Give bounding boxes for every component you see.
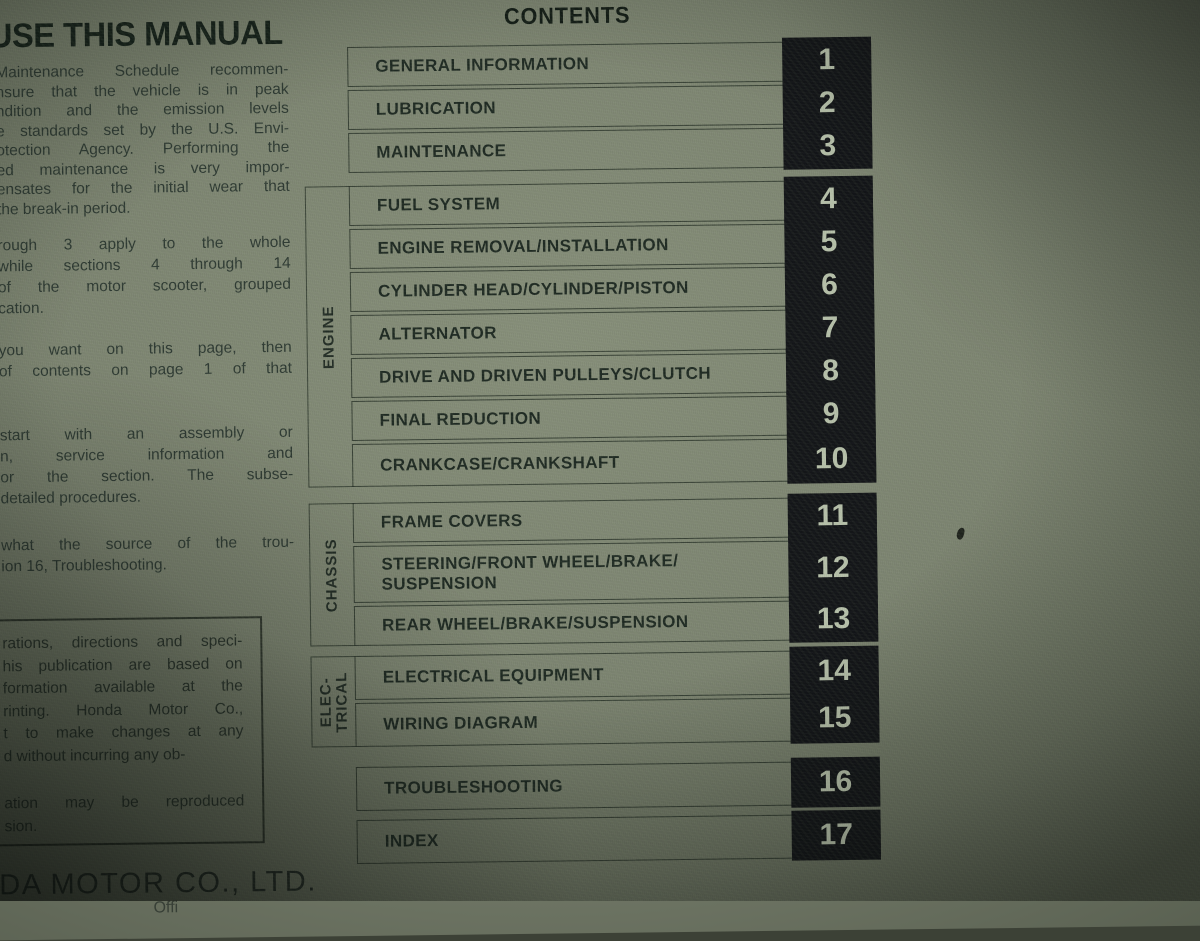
chassis-group-label: CHASSIS [324,538,341,612]
toc-row-label: GENERAL INFORMATION [348,53,685,77]
text-line: formation available at the [3,675,243,700]
section-number-tab: 5 [784,219,874,266]
section-heading: USE THIS MANUAL [0,14,306,57]
toc-row-label: FINAL REDUCTION [352,408,637,431]
section-number-tab: 2 [782,80,872,127]
section-number-tab: 1 [782,37,872,84]
contents-list: GENERAL INFORMATION 1 LUBRICATION 2 MAIN… [347,41,881,867]
paragraph-4: start with an assembly or n, service inf… [0,422,294,510]
toc-row-label-line2: SUSPENSION [381,571,678,595]
toc-row-label: FRAME COVERS [354,510,619,533]
toc-row-label: CRANKCASE/CRANKSHAFT [353,451,716,475]
page-speck [956,527,966,540]
toc-row-maintenance: MAINTENANCE 3 [348,127,872,173]
paragraph-1: Maintenance Schedule recommen- nsure tha… [0,60,290,220]
legal-note-text-2: ation may be reproduced sion. [4,790,245,838]
text-line: t to make changes at any [3,720,243,745]
toc-row-label: TROUBLESHOOTING [357,775,659,799]
text-line: d without incurring any ob- [4,743,244,768]
left-column: USE THIS MANUAL Maintenance Schedule rec… [0,14,295,18]
toc-row-crankcase: CRANKCASE/CRANKSHAFT 10 [352,438,876,487]
toc-row-steering-front-wheel: STEERING/FRONT WHEEL/BRAKE/ SUSPENSION 1… [353,540,878,603]
legal-note-text: rations, directions and speci- his publi… [2,630,244,768]
text-line: ation may be reproduced [4,790,244,815]
toc-row-label: MAINTENANCE [349,140,602,163]
contents-title: CONTENTS [457,1,678,31]
toc-row-label: REAR WHEEL/BRAKE/SUSPENSION [355,611,785,636]
text-line: the break-in period. [0,196,290,219]
page-content: USE THIS MANUAL Maintenance Schedule rec… [0,0,1200,908]
section-number-tab: 16 [791,757,881,808]
section-number-tab: 8 [786,348,876,395]
toc-row-label: DRIVE AND DRIVEN PULLEYS/CLUTCH [352,362,807,388]
engine-group-label: ENGINE [321,305,338,369]
text-line: ensates for the initial wear that [0,177,290,200]
section-number-tab: 6 [785,262,875,309]
paragraph-3: you want on this page, then of contents … [0,337,292,383]
section-number-tab: 15 [790,693,880,744]
toc-row-electrical-equipment: ELECTRICAL EQUIPMENT 14 [354,650,878,700]
publisher-name: DA MOTOR CO., LTD. [0,865,329,902]
text-line: ion 16, Troubleshooting. [1,553,294,578]
text-line: of the motor scooter, grouped [0,274,291,299]
text-line: or the section. The subse- [0,464,293,489]
electrical-group: ELEC- TRICAL ELECTRICAL EQUIPMENT 14 WIR… [354,650,879,747]
toc-row-label: ELECTRICAL EQUIPMENT [356,664,700,688]
section-number-tab: 4 [784,176,874,223]
toc-row-label: INDEX [358,830,535,852]
chassis-group: CHASSIS FRAME COVERS 11 STEERING/FRONT W… [353,497,879,646]
toc-row-label: FUEL SYSTEM [350,193,596,216]
electrical-group-label: ELEC- TRICAL [318,671,351,732]
section-number-tab: 7 [785,305,875,352]
section-number-tab: 10 [787,434,877,484]
toc-row-rear-wheel: REAR WHEEL/BRAKE/SUSPENSION 13 [354,600,878,646]
section-number-tab: 13 [789,596,879,643]
text-line: rinting. Honda Motor Co., [3,698,243,723]
toc-row-label: STEERING/FRONT WHEEL/BRAKE/ SUSPENSION [354,549,774,594]
toc-row-label: CYLINDER HEAD/CYLINDER/PISTON [351,277,785,302]
text-line: sion. [4,813,244,838]
paragraph-2: rough 3 apply to the whole while section… [0,232,291,320]
section-number-tab: 12 [788,536,878,600]
engine-group-bracket: ENGINE [305,186,354,488]
text-line: of contents on page 1 of that [0,358,292,383]
text-line: rations, directions and speci- [2,630,242,655]
toc-row-label: WIRING DIAGRAM [356,712,634,735]
section-number-tab: 11 [788,493,878,540]
section-number-tab: 3 [783,123,873,170]
toc-row-label: ENGINE REMOVAL/INSTALLATION [350,234,765,259]
electrical-group-bracket: ELEC- TRICAL [310,656,356,748]
section-number-tab: 14 [789,646,879,697]
legal-note-box: rations, directions and speci- his publi… [0,616,265,847]
toc-row-label: ALTERNATOR [351,322,593,345]
text-line: his publication are based on [2,653,242,678]
chassis-group-bracket: CHASSIS [309,503,356,647]
text-line: detailed procedures. [0,485,293,510]
text-line: cation. [0,295,291,320]
toc-row-troubleshooting: TROUBLESHOOTING 16 [356,761,880,811]
toc-row-index: INDEX 17 [356,814,880,864]
section-number-tab: 9 [786,391,876,438]
section-number-tab: 17 [791,810,881,861]
text-line: what the source of the trou- [1,532,294,557]
paragraph-5: what the source of the trou- ion 16, Tro… [1,532,294,578]
publisher-office-fragment: Offi [153,899,178,917]
engine-group: ENGINE FUEL SYSTEM 4 ENGINE REMOVAL/INST… [349,180,877,487]
toc-row-label: LUBRICATION [349,97,592,120]
toc-row-wiring-diagram: WIRING DIAGRAM 15 [355,697,879,747]
